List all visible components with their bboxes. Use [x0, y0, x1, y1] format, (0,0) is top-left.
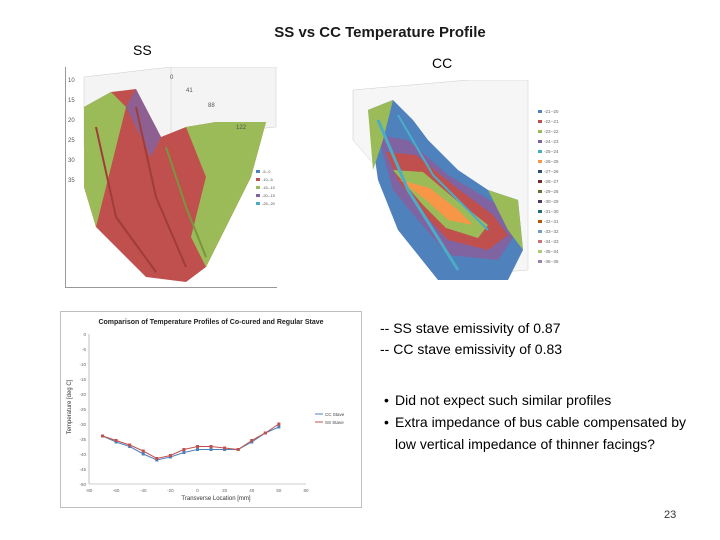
svg-text:-29--28: -29--28: [544, 189, 559, 194]
y-tick-label: -30: [79, 422, 86, 427]
svg-text:-27--26: -27--26: [544, 169, 559, 174]
slide-title: SS vs CC Temperature Profile: [274, 24, 486, 41]
data-point: [223, 446, 227, 450]
data-point: [277, 425, 281, 429]
x-tick-label: 40: [249, 488, 255, 493]
y-tick-label: -25: [79, 407, 86, 412]
legend-entry: CC Stave: [325, 412, 345, 417]
x-tick-label: -20: [167, 488, 174, 493]
svg-text:-25--20: -25--20: [262, 201, 276, 206]
svg-text:-25--24: -25--24: [544, 149, 559, 154]
ss-xtick: 41: [186, 88, 193, 94]
data-point: [209, 445, 213, 448]
x-tick-label: 80: [303, 488, 309, 493]
x-axis-label: Transverse Location [mm]: [181, 496, 250, 502]
data-point: [196, 445, 199, 448]
page-number: 23: [664, 509, 677, 521]
svg-text:-35--34: -35--34: [544, 249, 559, 254]
y-tick-label: 0: [83, 332, 86, 337]
cc-surface-svg: -21--20 -22--21 -23--22 -24--23 -25--24 …: [352, 79, 559, 280]
emissivity-notes: -- SS stave emissivity of 0.87 -- CC sta…: [380, 318, 562, 360]
svg-text:-26--25: -26--25: [544, 159, 559, 164]
series-line: [102, 423, 280, 460]
chart-title: Comparison of Temperature Profiles of Co…: [98, 319, 323, 326]
ss-surface-green-left: [84, 92, 126, 227]
data-point: [114, 439, 118, 442]
ss-legend: -5--0 -10--5 -15--10 -20--15 -25--20: [256, 169, 276, 206]
data-point: [209, 448, 213, 451]
x-tick-label: 0: [196, 488, 199, 493]
svg-text:-34--33: -34--33: [544, 239, 559, 244]
svg-text:-22--21: -22--21: [544, 119, 559, 124]
cc-legend: -21--20 -22--21 -23--22 -24--23 -25--24 …: [538, 109, 559, 264]
series-line: [102, 426, 280, 461]
note-ss: -- SS stave emissivity of 0.87: [380, 320, 561, 336]
y-tick-label: -5: [82, 347, 86, 352]
note-cc: -- CC stave emissivity of 0.83: [380, 341, 563, 357]
bullet-item: • Extra impedance of bus cable compensate…: [384, 414, 687, 452]
x-tick-label: -40: [140, 488, 147, 493]
svg-text:-28--27: -28--27: [544, 179, 559, 184]
data-point: [250, 439, 254, 442]
ss-ytick: 30: [68, 158, 75, 164]
ss-ytick: 35: [68, 178, 75, 184]
y-tick-label: -10: [79, 362, 86, 367]
ss-ytick: 25: [68, 138, 75, 144]
ss-label: SS: [133, 42, 152, 58]
svg-text:-15--10: -15--10: [262, 185, 276, 190]
y-axis-label: Temperature [deg C]: [67, 379, 73, 434]
svg-text:-33--32: -33--32: [544, 229, 559, 234]
svg-text:-30--29: -30--29: [544, 199, 559, 204]
svg-text:-36--35: -36--35: [544, 259, 559, 264]
svg-text:-5--0: -5--0: [262, 169, 271, 174]
y-tick-label: -15: [79, 377, 86, 382]
plot-area: 0 -5 -10 -15 -20 -25 -30 -35 -40 -45 -50-80 -60 -40 -…: [79, 332, 344, 493]
data-point: [277, 422, 281, 426]
y-tick-label: -20: [79, 392, 86, 397]
y-tick-label: -35: [79, 437, 86, 442]
data-point: [182, 448, 186, 451]
cc-label: CC: [432, 55, 453, 71]
data-point: [101, 434, 105, 438]
y-tick-label: -50: [79, 482, 86, 487]
bullet-item: • Did not expect such similar profiles: [384, 392, 612, 408]
svg-text:-23--22: -23--22: [544, 129, 559, 134]
data-point: [182, 451, 186, 454]
x-tick-label: -80: [86, 488, 93, 493]
ss-xtick: 122: [236, 125, 247, 131]
y-tick-label: -40: [79, 452, 86, 457]
svg-text:-31--30: -31--30: [544, 209, 559, 214]
ss-xtick: 0: [170, 75, 174, 81]
y-tick-label: -45: [79, 467, 86, 472]
data-point: [141, 452, 145, 456]
data-point: [128, 443, 132, 447]
ss-surface-svg: 10 15 20 25 30 35 0 41 88 122 -5--0 -10-…: [68, 66, 277, 282]
ss-surface-green-right: [186, 122, 266, 267]
svg-text:-10--5: -10--5: [262, 177, 273, 182]
data-point: [196, 448, 199, 451]
legend-entry: SS Stave: [325, 420, 344, 425]
comparison-chart-svg: Comparison of Temperature Profiles of Co…: [67, 319, 345, 502]
svg-text:-24--23: -24--23: [544, 139, 559, 144]
svg-text:-32--31: -32--31: [544, 219, 559, 224]
ss-ytick: 15: [68, 98, 75, 104]
bullet-list: • Did not expect such similar profiles • E…: [384, 389, 705, 455]
data-point: [155, 457, 159, 460]
data-point: [141, 449, 145, 453]
comparison-chart: Comparison of Temperature Profiles of Co…: [60, 311, 362, 508]
svg-text:-21--20: -21--20: [544, 109, 559, 114]
data-point: [236, 448, 240, 451]
svg-text:-20--15: -20--15: [262, 193, 276, 198]
ss-surface-plot: 10 15 20 25 30 35 0 41 88 122 -5--0 -10-…: [65, 66, 277, 288]
x-tick-label: -60: [113, 488, 120, 493]
ss-ytick: 20: [68, 118, 75, 124]
ss-ytick: 10: [68, 78, 75, 84]
ss-xtick: 88: [208, 103, 215, 109]
x-tick-label: 60: [276, 488, 282, 493]
data-point: [168, 454, 172, 457]
data-point: [263, 431, 267, 435]
x-tick-label: 20: [222, 488, 228, 493]
cc-surface-plot: -21--20 -22--21 -23--22 -24--23 -25--24 …: [338, 79, 570, 280]
